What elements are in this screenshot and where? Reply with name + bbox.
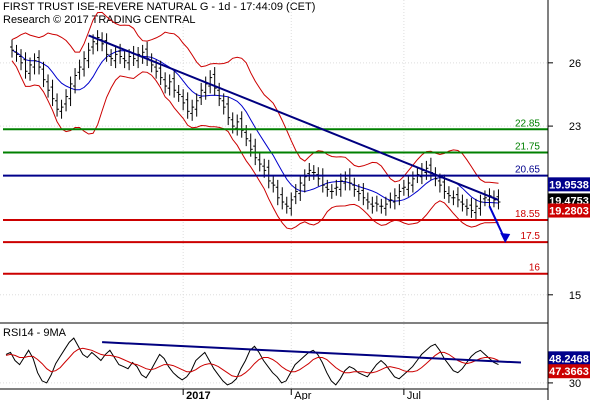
- value-tag-text: 48.2468: [549, 353, 589, 365]
- level-label: 22.85: [515, 118, 540, 129]
- level-label: 18.55: [515, 209, 540, 220]
- rsi-trendline: [102, 341, 522, 364]
- level-label: 16: [529, 263, 541, 274]
- x-tick-label: 2017: [186, 390, 210, 400]
- candles: [10, 30, 501, 220]
- value-tag-bg: [548, 203, 590, 218]
- chart-title: FIRST TRUST ISE-REVERE NATURAL G - 1d - …: [3, 1, 316, 13]
- upper-band: [11, 11, 499, 184]
- lower-band: [11, 60, 499, 230]
- level-label: 21.75: [515, 141, 540, 152]
- trendline-line: [88, 34, 499, 201]
- value-tag-text: 47.3663: [549, 366, 589, 378]
- value-tag-bg: [548, 177, 590, 192]
- price-value-tag: 19.9538: [548, 177, 590, 192]
- rsi-line: [5, 337, 499, 386]
- bollinger-bands: [11, 11, 499, 230]
- rsi-y-tick-label: 30: [569, 378, 581, 390]
- trendline: [88, 34, 511, 243]
- forecast-arrowhead: [500, 232, 511, 243]
- y-tick-label: 23: [569, 121, 581, 133]
- value-tag-bg: [548, 364, 590, 379]
- moving-average: [11, 49, 499, 204]
- value-tag-text: 19.2803: [549, 206, 589, 218]
- value-tag-text: 19.9538: [549, 179, 589, 191]
- value-tag-bg: [548, 351, 590, 366]
- level-label: 20.65: [515, 165, 540, 176]
- x-tick-label: Jul: [407, 390, 421, 400]
- rsi-ma-line: [5, 347, 499, 378]
- copyright-text: Research © 2017 TRADING CENTRAL: [3, 14, 196, 26]
- rsi-value-tag: 48.2468: [548, 351, 590, 366]
- level-label: 17.5: [521, 231, 541, 242]
- price-value-tag: 19.2803: [548, 203, 590, 218]
- x-tick-label: Apr: [294, 390, 311, 400]
- levels: 22.85 21.75 20.65 18.55 17.5 16: [3, 118, 548, 275]
- main-grid: [0, 0, 548, 389]
- rsi-label: RSI14 - 9MA: [3, 327, 67, 339]
- rsi-value-tag: 47.3663: [548, 364, 590, 379]
- chart-header: FIRST TRUST ISE-REVERE NATURAL G - 1d - …: [3, 1, 315, 27]
- y-tick-label: 26: [569, 58, 581, 70]
- y-tick-label: 15: [569, 290, 581, 302]
